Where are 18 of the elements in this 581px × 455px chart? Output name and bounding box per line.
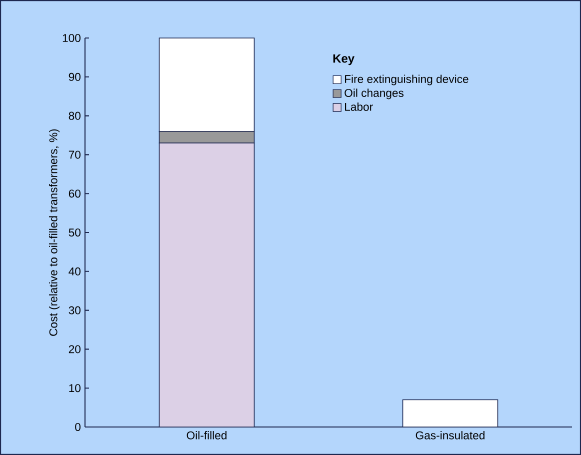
y-tick-label: 80	[68, 112, 81, 120]
x-tick-label: Gas-insulated	[416, 431, 484, 440]
y-axis-title: Cost (relative to oil-filled transformers, %)	[49, 129, 60, 336]
legend-title: Key	[333, 54, 354, 66]
y-tick-label: 10	[69, 384, 81, 392]
legend-label: Oil changes	[344, 88, 404, 100]
y-tick-label: 100	[62, 34, 81, 42]
y-tick-label: 40	[68, 267, 81, 276]
y-tick-label: 70	[68, 150, 81, 159]
y-tick-label: 90	[68, 72, 81, 81]
legend-label: Fire extinguishing device	[345, 74, 468, 86]
y-tick-label: 20	[68, 345, 81, 354]
y-tick-label: 60	[68, 190, 81, 198]
y-tick-label: 50	[68, 228, 81, 237]
legend-label: Labor	[345, 102, 373, 111]
y-tick-label: 0	[75, 422, 81, 432]
y-tick-label: 30	[68, 306, 81, 314]
x-tick-label: Oil-filled	[186, 431, 226, 440]
